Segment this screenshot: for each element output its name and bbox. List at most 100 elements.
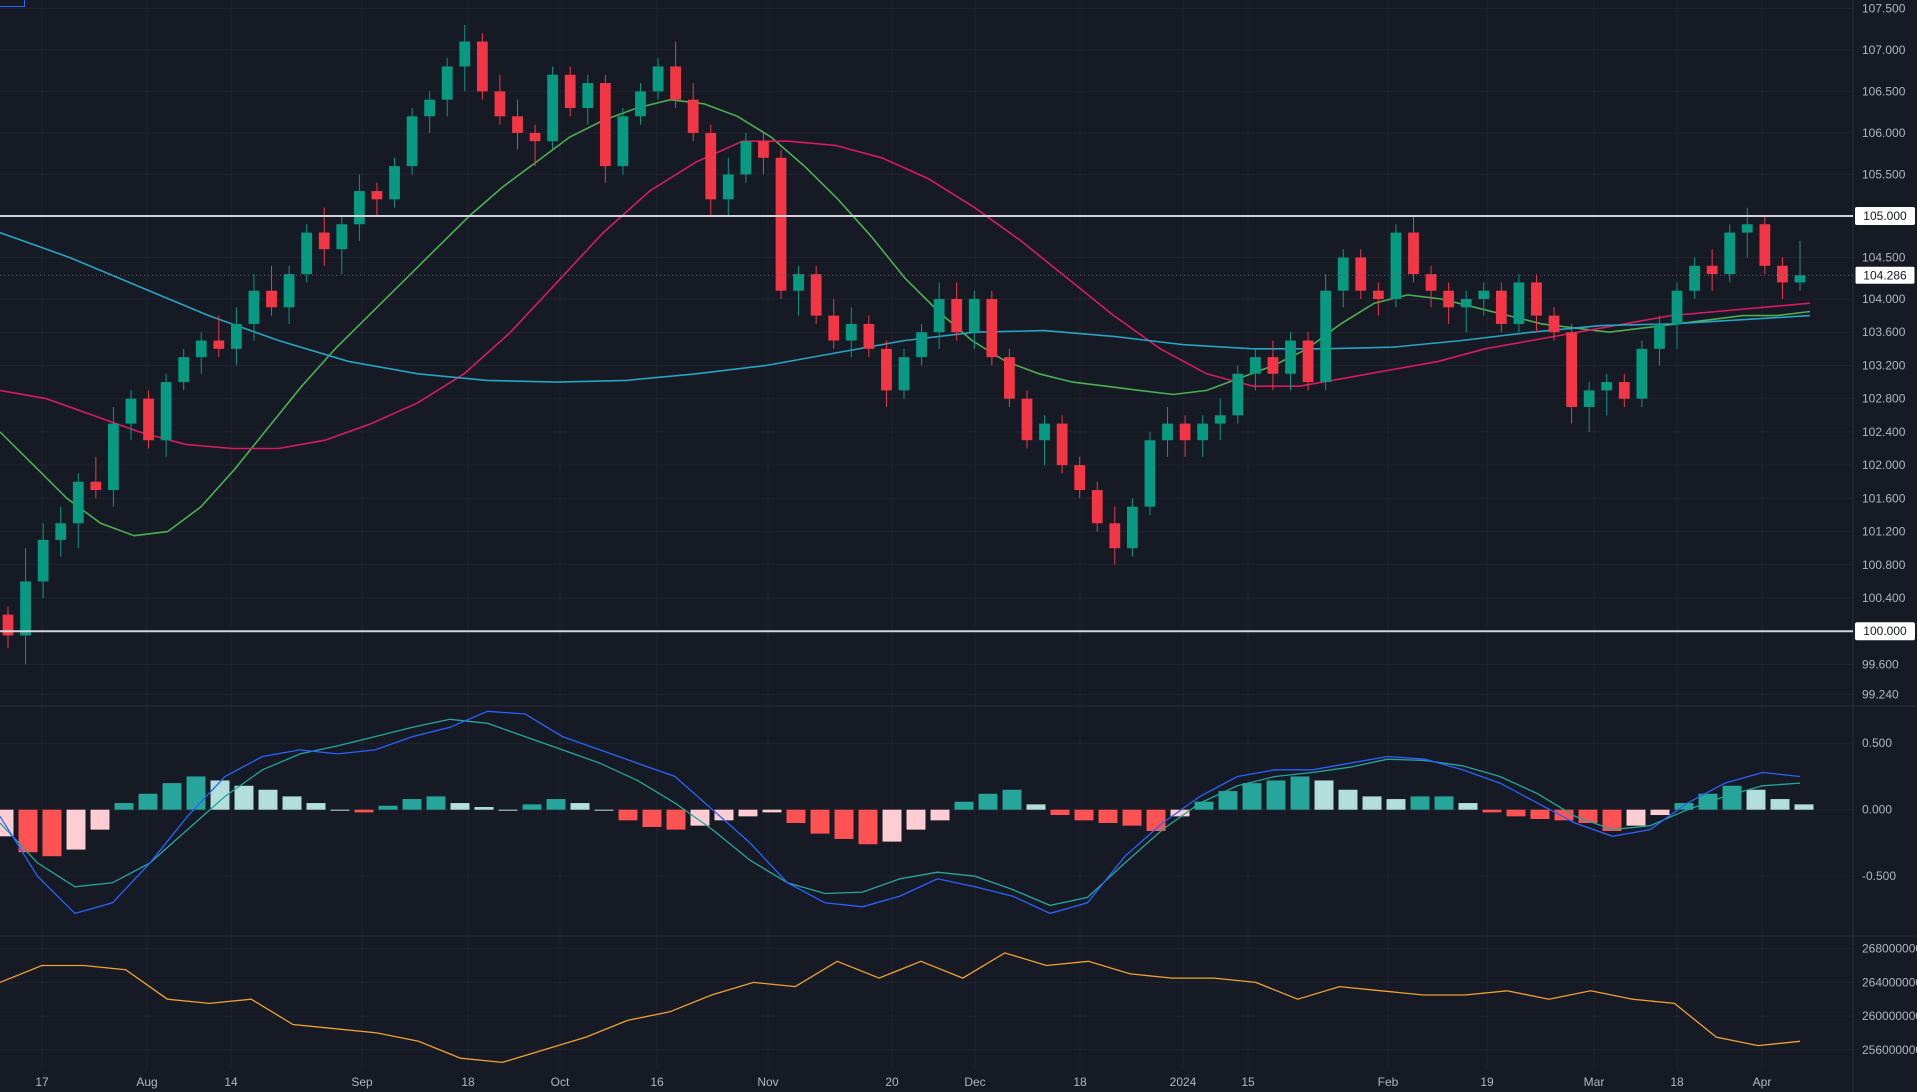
macd-histogram-bar[interactable] — [18, 809, 38, 853]
macd-histogram-bar[interactable] — [1650, 809, 1670, 816]
candle[interactable] — [1671, 282, 1683, 349]
macd-histogram-bar[interactable] — [114, 803, 134, 810]
candle[interactable] — [476, 33, 488, 100]
candle[interactable] — [1285, 332, 1296, 391]
candle[interactable] — [1302, 332, 1314, 391]
candle-body[interactable] — [1197, 423, 1209, 441]
macd-histogram-bar[interactable] — [1458, 803, 1478, 810]
candle-body[interactable] — [1232, 373, 1244, 416]
macd-histogram-bar[interactable] — [1002, 789, 1022, 810]
candle-body[interactable] — [266, 290, 277, 308]
candle[interactable] — [1179, 415, 1191, 457]
macd-histogram-bar[interactable] — [762, 809, 782, 813]
candle-body[interactable] — [318, 232, 330, 250]
macd-histogram-bar[interactable] — [618, 809, 638, 821]
candle-body[interactable] — [441, 66, 453, 100]
candle[interactable] — [1056, 415, 1068, 474]
macd-histogram-bar[interactable] — [570, 803, 590, 810]
candle[interactable] — [705, 124, 717, 216]
candle-body[interactable] — [1689, 265, 1700, 291]
macd-histogram-bar[interactable] — [1050, 809, 1070, 816]
candle-body[interactable] — [1408, 232, 1419, 275]
macd-histogram-bar[interactable] — [1098, 809, 1118, 823]
candle-body[interactable] — [1372, 290, 1384, 300]
candle[interactable] — [1794, 240, 1806, 291]
candle-body[interactable] — [1390, 232, 1402, 300]
candle-body[interactable] — [1724, 232, 1736, 275]
candle[interactable] — [1214, 398, 1226, 441]
time-axis[interactable]: 17 Aug 14 Sep 18 Oct 16 Nov 20 Dec 18 2024 15 Feb 19 Ma… — [35, 1075, 1771, 1089]
candle[interactable] — [687, 83, 699, 142]
candle-body[interactable] — [301, 232, 313, 275]
candle[interactable] — [1443, 282, 1455, 324]
candle[interactable] — [1618, 373, 1630, 407]
candle-body[interactable] — [1179, 423, 1191, 441]
candle[interactable] — [143, 390, 154, 449]
macd-histogram-bar[interactable] — [666, 809, 686, 830]
candle[interactable] — [1495, 282, 1507, 333]
macd-histogram-bar[interactable] — [1434, 796, 1454, 810]
candle-body[interactable] — [1021, 398, 1033, 441]
candle[interactable] — [881, 340, 892, 407]
macd-histogram-bar[interactable] — [1794, 804, 1814, 810]
candle[interactable] — [1566, 323, 1578, 424]
candle-body[interactable] — [863, 323, 875, 349]
candle[interactable] — [1408, 215, 1419, 283]
candle-body[interactable] — [775, 157, 787, 291]
candle[interactable] — [108, 406, 119, 507]
candle-body[interactable] — [652, 66, 664, 92]
candle[interactable] — [160, 373, 172, 457]
macd-histogram-bar[interactable] — [1362, 796, 1382, 810]
candle-body[interactable] — [389, 166, 400, 200]
candle[interactable] — [652, 58, 664, 100]
candle-body[interactable] — [1126, 506, 1138, 549]
macd-histogram-bar[interactable] — [1506, 809, 1526, 817]
candle-body[interactable] — [564, 74, 576, 108]
macd-histogram-bar[interactable] — [1314, 780, 1334, 810]
candle-body[interactable] — [1513, 282, 1525, 324]
candle[interactable] — [951, 282, 963, 341]
candle[interactable] — [599, 74, 611, 183]
candle-body[interactable] — [1460, 299, 1472, 308]
candle[interactable] — [406, 107, 418, 175]
candle[interactable] — [318, 207, 330, 266]
candle[interactable] — [810, 265, 822, 324]
candle[interactable] — [916, 323, 927, 366]
candle[interactable] — [863, 315, 875, 358]
candle[interactable] — [1636, 340, 1648, 407]
macd-histogram-bar[interactable] — [1770, 799, 1790, 810]
candle[interactable] — [178, 348, 190, 391]
macd-histogram-bar[interactable] — [954, 801, 974, 810]
candle[interactable] — [1144, 431, 1156, 515]
candle-body[interactable] — [881, 348, 892, 391]
candle-body[interactable] — [1706, 265, 1718, 275]
macd-histogram-bar[interactable] — [1482, 809, 1502, 813]
candle[interactable] — [1478, 282, 1490, 316]
price-axis[interactable]: 107.500 107.000 106.500 106.000 105.500 104.5… — [1854, 1, 1917, 1057]
macd-histogram-bar[interactable] — [1146, 809, 1166, 831]
candle[interactable] — [1232, 365, 1244, 424]
macd-histogram-bar[interactable] — [642, 809, 662, 827]
macd-histogram-bar[interactable] — [426, 796, 446, 810]
candle[interactable] — [758, 132, 769, 175]
candle[interactable] — [635, 83, 646, 125]
macd-histogram-bar[interactable] — [546, 799, 566, 810]
candle-body[interactable] — [1162, 423, 1173, 441]
macd-histogram-bar[interactable] — [402, 799, 422, 810]
candle-body[interactable] — [1495, 290, 1507, 324]
candle-body[interactable] — [1249, 357, 1261, 374]
macd-histogram-bar[interactable] — [930, 809, 950, 821]
candle-body[interactable] — [1654, 323, 1665, 349]
macd-histogram-bar[interactable] — [834, 809, 854, 839]
candle[interactable] — [1197, 415, 1209, 457]
candle[interactable] — [90, 456, 102, 499]
candle-body[interactable] — [1425, 274, 1437, 291]
candle[interactable] — [845, 307, 857, 358]
candle[interactable] — [1601, 373, 1613, 416]
candle-body[interactable] — [125, 398, 137, 424]
macd-histogram-bar[interactable] — [1122, 809, 1142, 826]
candle[interactable] — [1109, 506, 1121, 565]
candle[interactable] — [564, 66, 576, 117]
candle-body[interactable] — [283, 274, 295, 308]
